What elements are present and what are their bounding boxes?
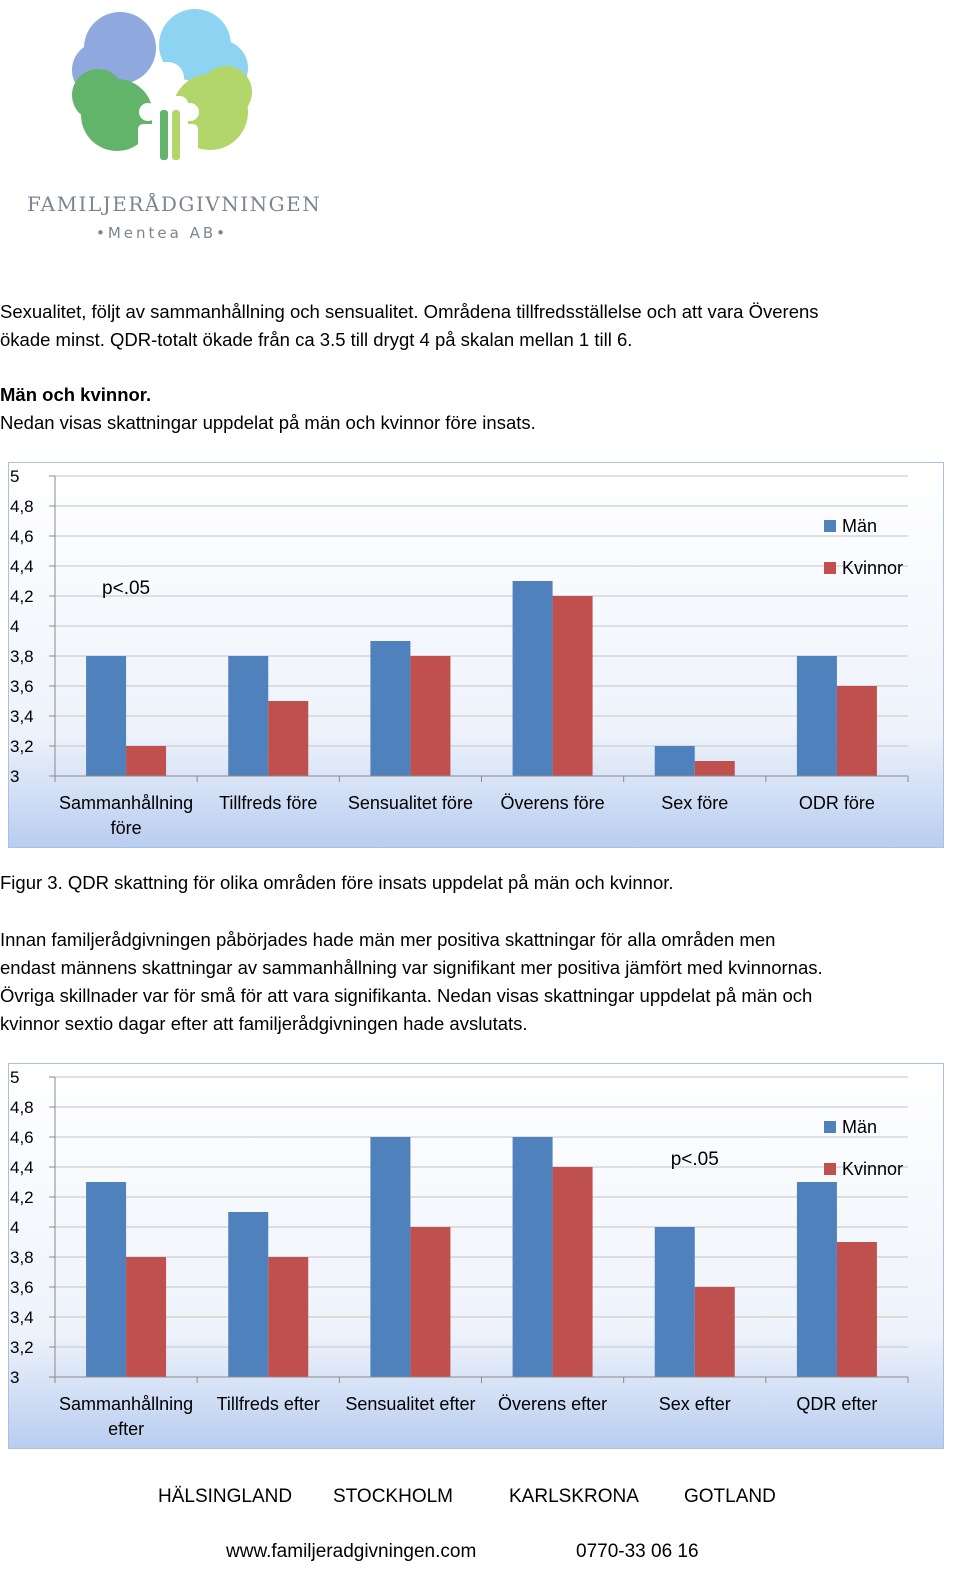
x-tick-label: Sex före xyxy=(661,793,728,813)
y-tick-label: 3,8 xyxy=(10,1248,34,1267)
footer-phone: 0770-33 06 16 xyxy=(576,1541,699,1562)
bar-kvinna xyxy=(552,596,593,776)
x-tick-label: Sensualitet före xyxy=(348,793,473,813)
legend-label: Kvinnor xyxy=(842,558,903,578)
logo-tagline: •Mentea AB• xyxy=(96,224,228,242)
section-heading: Män och kvinnor. xyxy=(0,384,152,405)
x-tick-label: Överens före xyxy=(501,793,605,813)
paragraph-line: Sexualitet, följt av sammanhållning och … xyxy=(0,301,819,322)
legend-swatch xyxy=(824,1163,836,1175)
legend-label: Män xyxy=(842,516,877,536)
bar-kvinna xyxy=(694,1287,735,1377)
bar-man xyxy=(654,1227,695,1377)
bar-man xyxy=(654,746,695,776)
footer-website-link[interactable]: www.familjeradgivningen.com xyxy=(226,1541,477,1562)
bar-man xyxy=(512,1137,553,1377)
paragraph-line: kvinnor sextio dagar efter att familjerå… xyxy=(0,1013,528,1034)
chart-background xyxy=(8,462,944,848)
x-tick-label: Sex efter xyxy=(659,1394,731,1414)
bar-man xyxy=(86,1182,127,1377)
y-tick-label: 4,6 xyxy=(10,1128,34,1147)
x-tick-label: Sammanhållning xyxy=(59,1394,193,1414)
bar-kvinna xyxy=(126,1257,167,1377)
y-tick-label: 5 xyxy=(10,467,19,486)
x-tick-label: Överens efter xyxy=(498,1394,607,1414)
bar-man xyxy=(512,581,553,776)
section-intro: Män och kvinnor. Nedan visas skattningar… xyxy=(0,381,950,437)
y-tick-label: 3 xyxy=(10,1368,19,1387)
paragraph-line: ökade minst. QDR-totalt ökade från ca 3.… xyxy=(0,329,633,350)
bar-kvinna xyxy=(268,1257,309,1377)
bar-man xyxy=(86,656,127,776)
paragraph-line: Nedan visas skattningar uppdelat på män … xyxy=(0,412,536,433)
bar-kvinna xyxy=(268,701,309,776)
intro-paragraph: Sexualitet, följt av sammanhållning och … xyxy=(0,298,950,354)
bar-man xyxy=(796,656,837,776)
y-tick-label: 5 xyxy=(10,1068,19,1087)
footer-city: HÄLSINGLAND xyxy=(158,1486,293,1507)
paragraph-line: Innan familjerådgivningen påbörjades had… xyxy=(0,929,776,950)
legend-label: Män xyxy=(842,1117,877,1137)
family-logo-icon xyxy=(72,9,252,168)
footer-city: STOCKHOLM xyxy=(333,1486,454,1507)
y-tick-label: 4,8 xyxy=(10,497,34,516)
footer-city: KARLSKRONA xyxy=(509,1486,639,1507)
paragraph-line: Övriga skillnader var för små för att va… xyxy=(0,985,813,1006)
bar-man xyxy=(370,641,411,776)
y-tick-label: 4,4 xyxy=(10,557,34,576)
bar-chart-after: 5 4,8 4,6 4,4 4,2 4 3,8 3,6 3,4 3,2 3 Sammanhållnin… xyxy=(8,1063,944,1449)
y-tick-label: 4,4 xyxy=(10,1158,34,1177)
bar-kvinna xyxy=(410,656,451,776)
x-tick-label: efter xyxy=(108,1419,144,1439)
significance-annotation: p<.05 xyxy=(102,578,150,599)
x-tick-label: före xyxy=(111,818,142,838)
x-tick-label: QDR efter xyxy=(796,1394,877,1414)
bar-man xyxy=(228,656,269,776)
figure-caption: Figur 3. QDR skattning för olika områden… xyxy=(0,872,674,893)
bar-chart-before: 5 4,8 4,6 4,4 4,2 4 3,8 3,6 3,4 3,2 3 Sammanhållnin… xyxy=(8,462,944,848)
x-tick-label: Sensualitet efter xyxy=(345,1394,475,1414)
bar-man xyxy=(228,1212,269,1377)
x-tick-label: Sammanhållning xyxy=(59,793,193,813)
y-tick-label: 3,6 xyxy=(10,677,34,696)
footer-cities: HÄLSINGLAND STOCKHOLM KARLSKRONA GOTLAND xyxy=(0,1486,960,1512)
results-paragraph: Innan familjerådgivningen påbörjades had… xyxy=(0,926,950,1038)
bar-man xyxy=(370,1137,411,1377)
footer-city: GOTLAND xyxy=(684,1486,776,1507)
bar-kvinna xyxy=(694,761,735,776)
chart-after: 5 4,8 4,6 4,4 4,2 4 3,8 3,6 3,4 3,2 3 Sammanhållnin… xyxy=(8,1063,944,1449)
bar-kvinna xyxy=(410,1227,451,1377)
bar-kvinna xyxy=(552,1167,593,1377)
x-tick-label: Tillfreds före xyxy=(219,793,317,813)
bar-man xyxy=(796,1182,837,1377)
paragraph-line: endast männens skattningar av sammanhåll… xyxy=(0,957,823,978)
chart-background xyxy=(8,1063,944,1449)
x-tick-label: ODR före xyxy=(799,793,875,813)
y-tick-label: 4 xyxy=(10,1218,19,1237)
y-tick-label: 4 xyxy=(10,617,19,636)
y-tick-label: 3 xyxy=(10,767,19,786)
y-tick-label: 4,8 xyxy=(10,1098,34,1117)
bar-kvinna xyxy=(126,746,167,776)
y-tick-label: 3,2 xyxy=(10,1338,34,1357)
legend-swatch xyxy=(824,562,836,574)
legend-label: Kvinnor xyxy=(842,1159,903,1179)
y-tick-label: 4,2 xyxy=(10,1188,34,1207)
legend-swatch xyxy=(824,520,836,532)
y-tick-label: 3,6 xyxy=(10,1278,34,1297)
chart-before: 5 4,8 4,6 4,4 4,2 4 3,8 3,6 3,4 3,2 3 Sammanhållnin… xyxy=(8,462,944,848)
y-tick-label: 3,4 xyxy=(10,707,34,726)
bar-kvinna xyxy=(836,686,877,776)
y-tick-label: 3,4 xyxy=(10,1308,34,1327)
y-tick-label: 3,2 xyxy=(10,737,34,756)
bar-kvinna xyxy=(836,1242,877,1377)
y-tick-label: 4,6 xyxy=(10,527,34,546)
logo-name: FAMILJERÅDGIVNINGEN xyxy=(27,192,322,216)
y-tick-label: 4,2 xyxy=(10,587,34,606)
x-tick-label: Tillfreds efter xyxy=(217,1394,320,1414)
legend-swatch xyxy=(824,1121,836,1133)
significance-annotation: p<.05 xyxy=(671,1149,719,1170)
y-tick-label: 3,8 xyxy=(10,647,34,666)
